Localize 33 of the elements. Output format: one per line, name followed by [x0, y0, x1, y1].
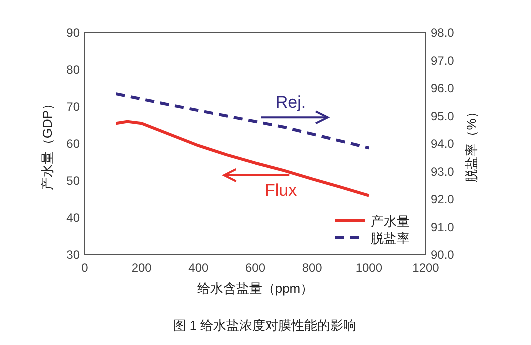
- legend-label: 产水量: [371, 214, 410, 229]
- x-tick-label: 1200: [412, 261, 440, 275]
- x-tick-label: 400: [188, 261, 209, 275]
- legend-label: 脱盐率: [371, 231, 410, 246]
- y2-tick-label: 94.0: [431, 137, 455, 151]
- annotation: Flux: [265, 180, 298, 200]
- y-tick-label: 50: [66, 174, 80, 188]
- y-tick-label: 30: [66, 248, 80, 262]
- y2-tick-label: 93.0: [431, 164, 455, 179]
- x-tick-label: 800: [302, 261, 323, 275]
- y2-tick-label: 91.0: [431, 220, 455, 234]
- line-series: [114, 120, 371, 198]
- y-tick-label: 60: [66, 137, 80, 151]
- annotation: Rej.: [276, 92, 306, 112]
- y2-tick-label: 92.0: [431, 192, 455, 206]
- y2-tick-label: 97.0: [431, 54, 455, 68]
- y-tick-label: 70: [66, 100, 80, 114]
- text: 图 1 给水盐浓度对膜性能的影响: [173, 318, 357, 333]
- y-axis-title: 产水量（GDP）: [40, 97, 55, 191]
- x-axis-title: 给水含盐量（ppm）: [197, 281, 314, 296]
- x-tick-label: 1000: [356, 261, 383, 275]
- x-tick-label: 0: [82, 261, 89, 275]
- y-tick-label: 40: [66, 211, 80, 225]
- y2-tick-label: 98.0: [431, 26, 455, 40]
- y-tick-label: 80: [66, 63, 80, 77]
- y2-tick-label: 90.0: [431, 248, 455, 262]
- line-series: [114, 92, 371, 150]
- x-tick-label: 200: [132, 261, 152, 275]
- y-tick-label: 90: [66, 26, 80, 40]
- y2-axis-title: 脱盐率（%）: [464, 106, 479, 182]
- x-tick-label: 600: [245, 261, 266, 275]
- y2-tick-label: 96.0: [431, 82, 455, 96]
- y2-tick-label: 95.0: [431, 109, 455, 124]
